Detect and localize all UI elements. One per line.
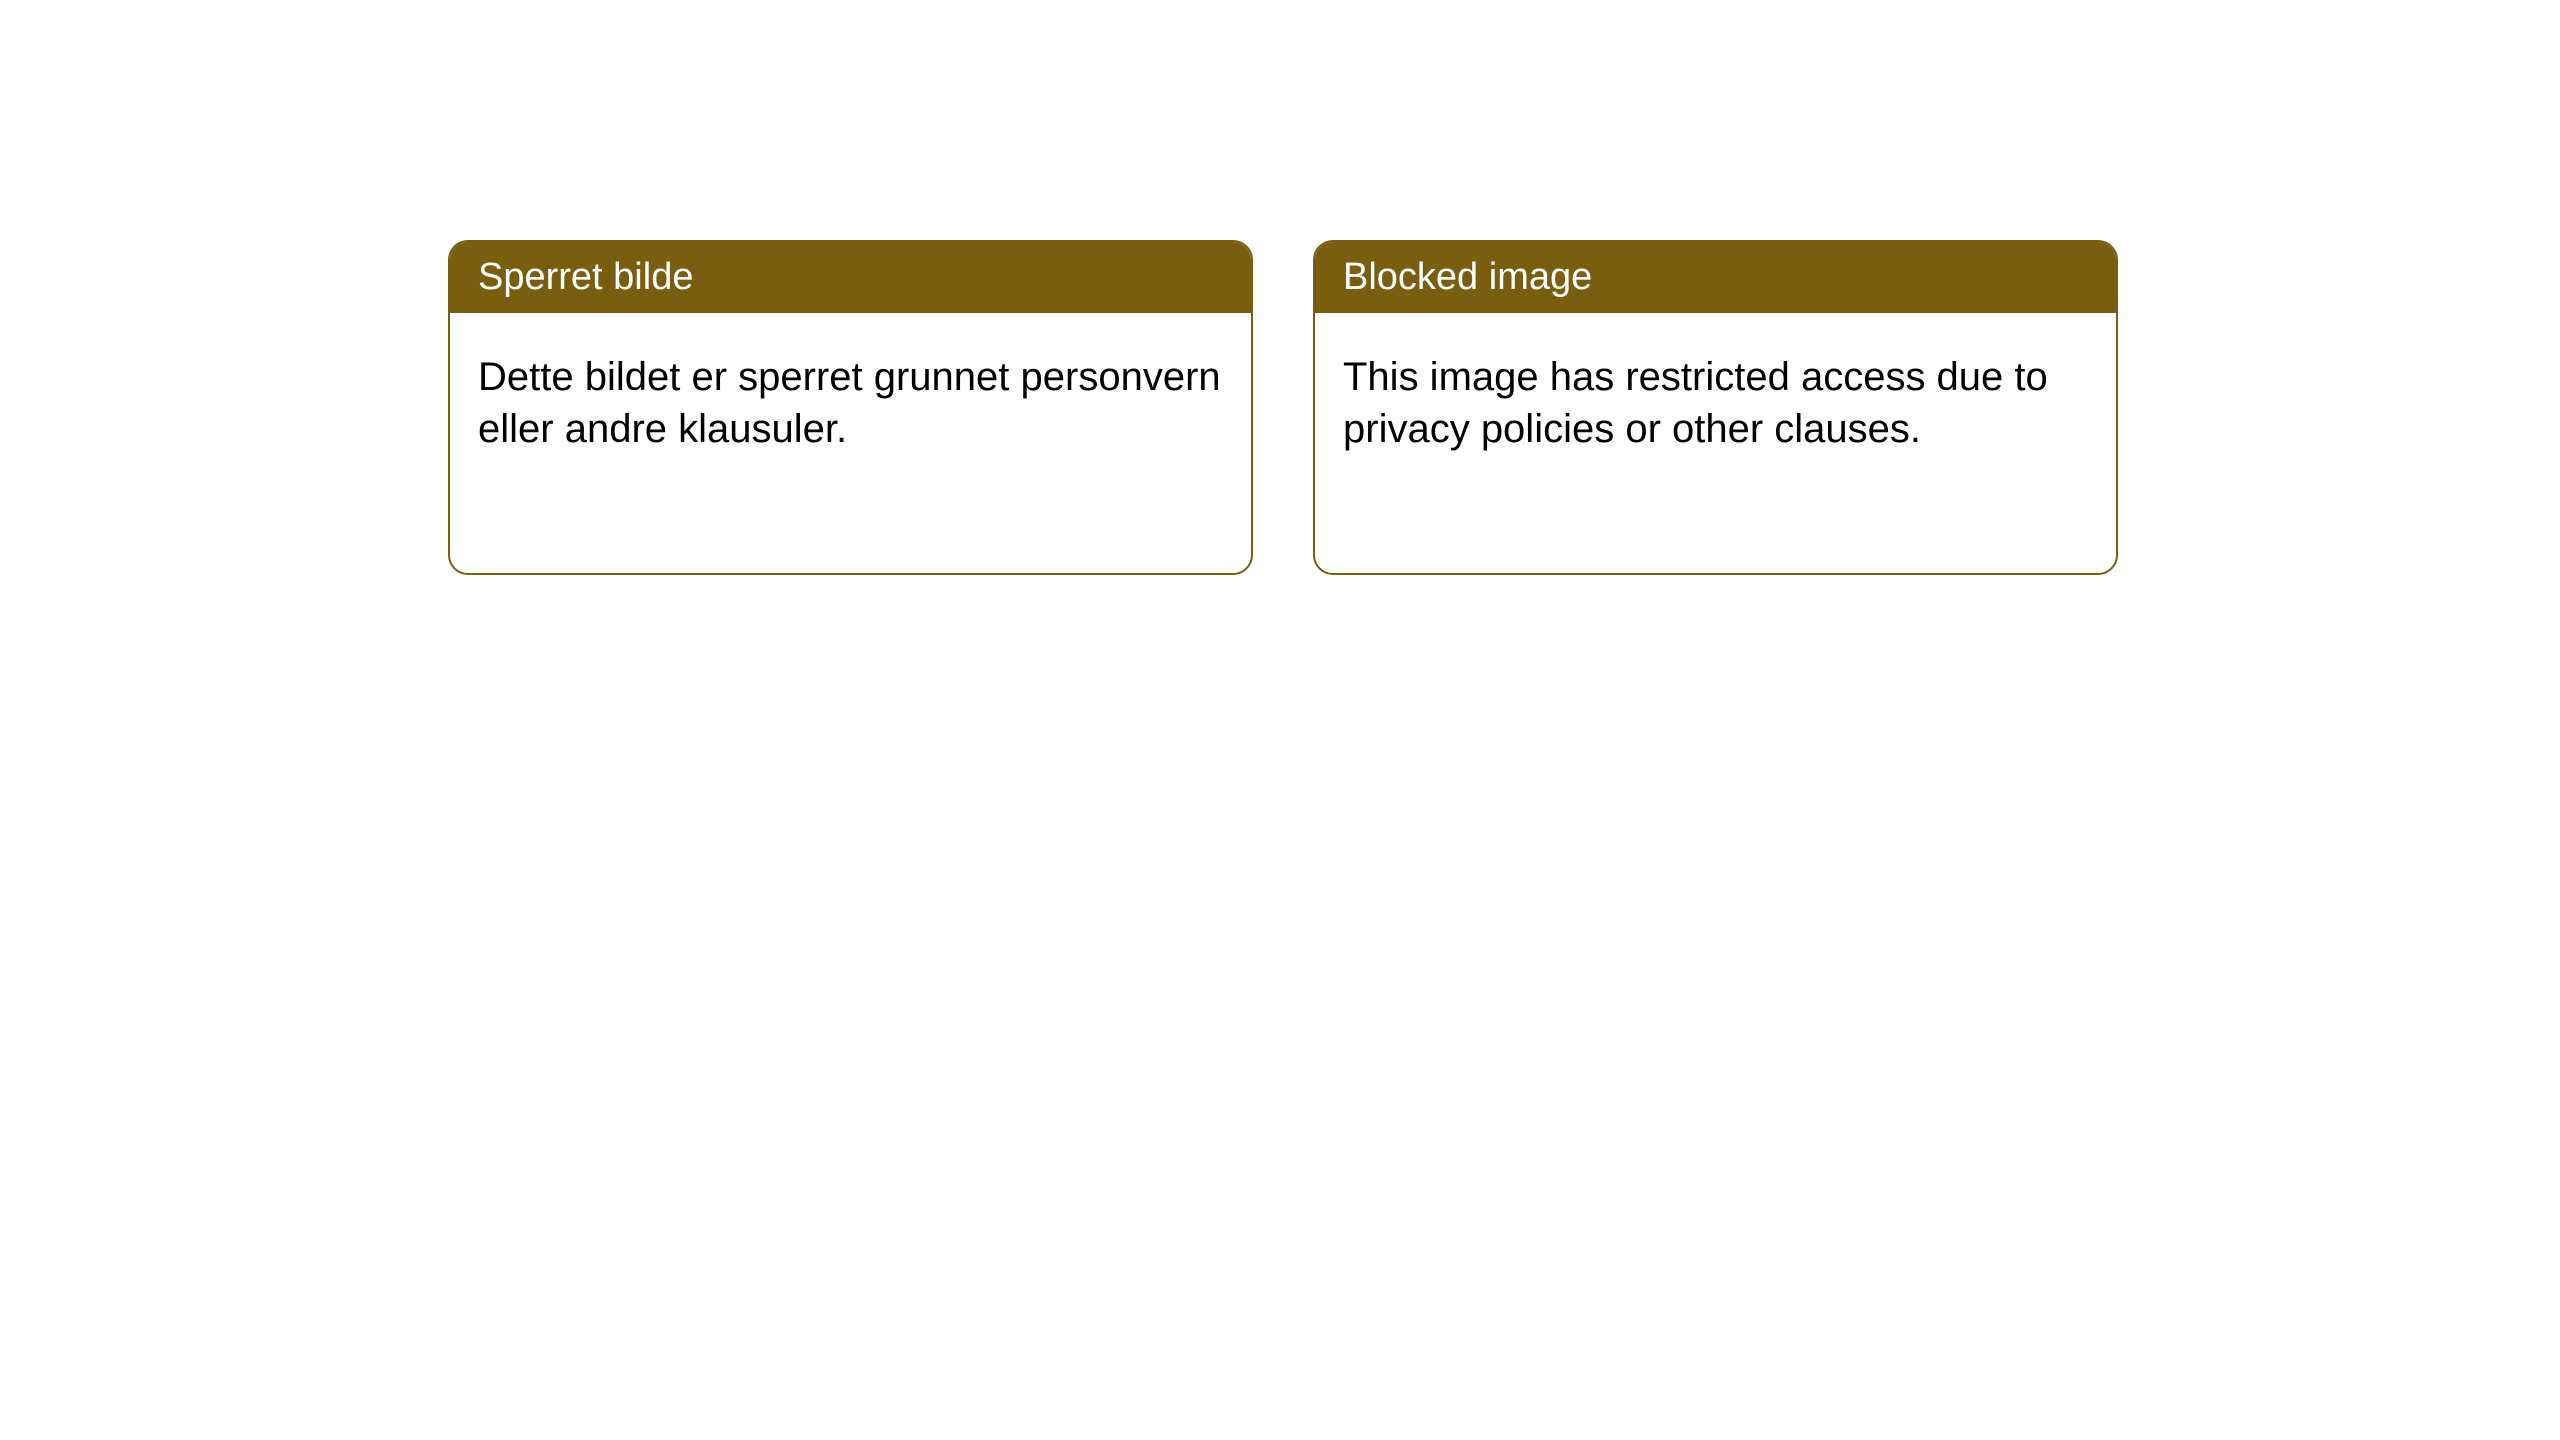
notice-card-body: Dette bildet er sperret grunnet personve… bbox=[450, 313, 1251, 493]
notice-container: Sperret bilde Dette bildet er sperret gr… bbox=[0, 0, 2560, 575]
notice-card-norwegian: Sperret bilde Dette bildet er sperret gr… bbox=[448, 240, 1253, 575]
notice-card-header: Blocked image bbox=[1315, 242, 2116, 313]
notice-card-english: Blocked image This image has restricted … bbox=[1313, 240, 2118, 575]
notice-title: Blocked image bbox=[1343, 256, 1592, 298]
notice-title: Sperret bilde bbox=[478, 256, 693, 298]
notice-body-text: Dette bildet er sperret grunnet personve… bbox=[478, 355, 1221, 451]
notice-card-body: This image has restricted access due to … bbox=[1315, 313, 2116, 493]
notice-card-header: Sperret bilde bbox=[450, 242, 1251, 313]
notice-body-text: This image has restricted access due to … bbox=[1343, 355, 2048, 451]
